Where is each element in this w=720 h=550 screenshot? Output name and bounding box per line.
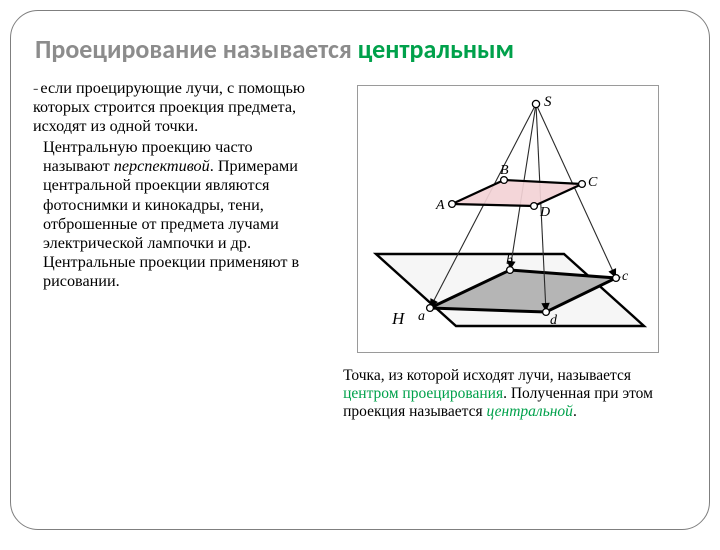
projection-figure: S A B C Da b c d H	[357, 85, 659, 353]
para2-italic: перспективой	[114, 157, 210, 175]
slide-title: Проецирование называется центральным	[35, 35, 687, 65]
svg-text:b: b	[506, 253, 513, 268]
title-plain: Проецирование называется	[35, 33, 358, 65]
figure-caption: Точка, из которой исходят лучи, называет…	[343, 367, 673, 422]
svg-text:d: d	[550, 313, 558, 328]
projection-svg: S A B C Da b c d H	[358, 86, 658, 352]
svg-text:a: a	[418, 309, 425, 324]
bullet-dash: -	[33, 79, 38, 97]
body-row: -если проецирующие лучи, с помощью котор…	[33, 79, 687, 422]
left-column: -если проецирующие лучи, с помощью котор…	[33, 79, 321, 293]
svg-text:C: C	[588, 175, 598, 190]
slide-frame: Проецирование называется центральным -ес…	[10, 10, 710, 530]
cap-t5: .	[573, 403, 577, 420]
svg-text:B: B	[500, 163, 509, 178]
paragraph-2: Центральную проекцию часто называют перс…	[43, 138, 321, 291]
svg-text:D: D	[539, 205, 550, 220]
svg-text:c: c	[622, 269, 629, 284]
svg-text:A: A	[435, 198, 445, 213]
cap-t4: центральной	[487, 403, 573, 420]
paragraph-1: -если проецирующие лучи, с помощью котор…	[33, 79, 321, 136]
para1-text: если проецирующие лучи, с помощью которы…	[33, 79, 305, 135]
title-accent: центральным	[358, 33, 514, 65]
para2-b: . Примерами центральной проекции являютс…	[43, 157, 299, 290]
cap-t1: Точка, из которой исходят лучи, называет…	[343, 367, 631, 384]
svg-text:S: S	[544, 94, 552, 110]
right-column: S A B C Da b c d H Точка, из которой исходят луч…	[329, 79, 687, 422]
cap-t2: центром проецирования	[343, 385, 503, 402]
svg-text:H: H	[391, 309, 406, 328]
